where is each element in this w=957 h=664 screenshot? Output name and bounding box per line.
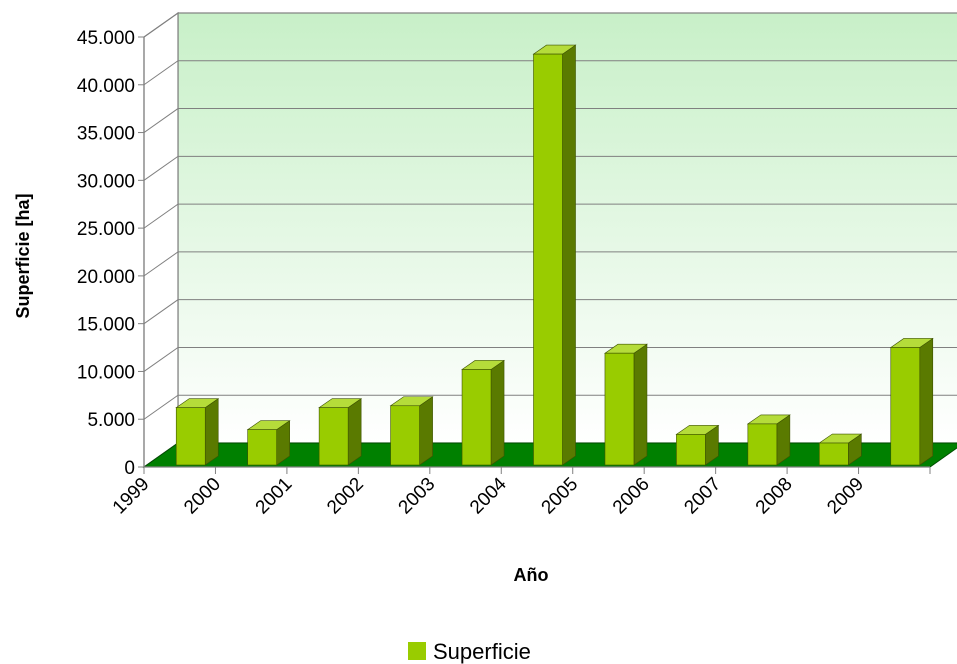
x-tick-label: 2007 bbox=[680, 474, 725, 519]
y-tick-label: 40.000 bbox=[77, 76, 135, 97]
bar bbox=[675, 424, 720, 466]
gridline bbox=[143, 346, 957, 372]
y-tick-label: 20.000 bbox=[77, 267, 135, 288]
y-tick-label: 25.000 bbox=[77, 219, 135, 240]
bar-front bbox=[890, 347, 921, 466]
y-tick-label: 5.000 bbox=[87, 410, 135, 431]
y-tick-label: 35.000 bbox=[77, 124, 135, 145]
y-tick-label: 10.000 bbox=[77, 362, 135, 383]
bar-side bbox=[490, 359, 505, 466]
x-axis-title: Año bbox=[514, 565, 549, 585]
x-tick-label: 2006 bbox=[609, 474, 654, 519]
bar bbox=[246, 420, 291, 466]
x-tick-label: 2009 bbox=[823, 474, 868, 519]
bar-front bbox=[318, 407, 349, 466]
legend-swatch bbox=[408, 642, 426, 660]
bar-front bbox=[461, 369, 492, 466]
x-tick-label: 2005 bbox=[538, 474, 583, 519]
bar bbox=[318, 398, 363, 466]
gridline bbox=[143, 251, 957, 277]
bar-front bbox=[747, 423, 778, 466]
y-axis-title: Superficie [ha] bbox=[13, 193, 33, 318]
x-tick-label: 1999 bbox=[109, 474, 154, 519]
y-tick-label: 0 bbox=[124, 458, 135, 479]
bar-front bbox=[604, 352, 635, 466]
legend: Superficie bbox=[408, 639, 531, 664]
legend-label: Superficie bbox=[433, 639, 531, 664]
gridline bbox=[143, 394, 957, 420]
bar bbox=[889, 337, 934, 466]
x-tick-label: 2003 bbox=[395, 474, 440, 519]
bar bbox=[746, 414, 791, 466]
bar-side bbox=[347, 398, 362, 466]
bar-front bbox=[676, 434, 706, 466]
gridline bbox=[143, 203, 957, 229]
x-tick-label: 2002 bbox=[323, 474, 368, 519]
x-tick-label: 2000 bbox=[180, 474, 225, 519]
bar-front bbox=[175, 407, 206, 466]
bar bbox=[532, 44, 577, 466]
x-tick-label: 2008 bbox=[752, 474, 797, 519]
bar-side bbox=[204, 398, 219, 466]
bar-side bbox=[562, 44, 576, 466]
bar-side bbox=[633, 343, 648, 466]
bar-front bbox=[819, 442, 849, 466]
x-tick-label: 2004 bbox=[466, 473, 511, 518]
gridline bbox=[143, 12, 957, 38]
bar bbox=[603, 343, 648, 466]
bar-side bbox=[419, 396, 433, 466]
bar bbox=[818, 433, 863, 466]
gridline bbox=[143, 60, 957, 86]
bar bbox=[461, 359, 506, 466]
bars bbox=[175, 44, 934, 466]
gridline bbox=[143, 155, 957, 181]
bar-front bbox=[390, 405, 420, 466]
x-tick-label: 2001 bbox=[252, 474, 297, 519]
gridline bbox=[143, 108, 957, 133]
y-tick-label: 15.000 bbox=[77, 315, 135, 336]
bar-side bbox=[919, 337, 934, 466]
bar bbox=[175, 398, 220, 466]
bar-front bbox=[247, 429, 277, 466]
gridline bbox=[143, 299, 957, 325]
y-tick-label: 45.000 bbox=[77, 28, 135, 49]
y-tick-label: 30.000 bbox=[77, 171, 135, 192]
bar bbox=[389, 396, 434, 466]
bar-front bbox=[533, 53, 563, 466]
